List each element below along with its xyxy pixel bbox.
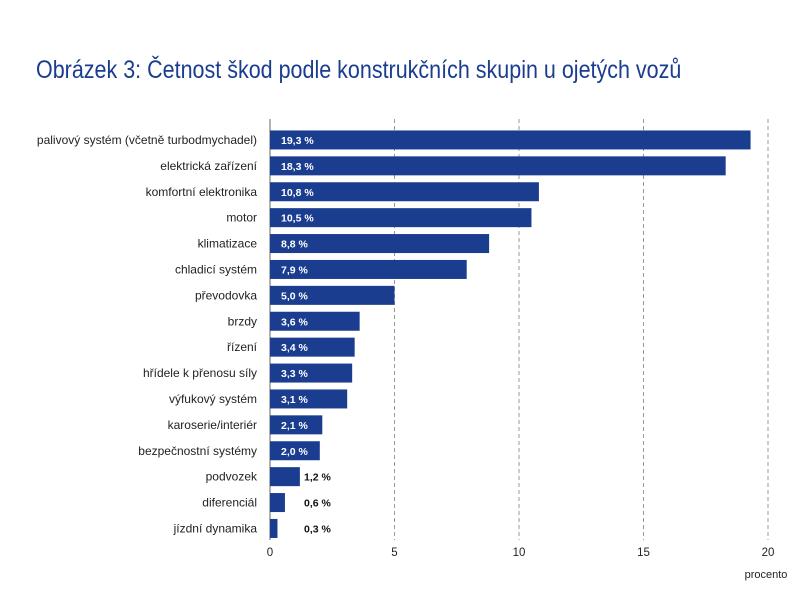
bar-4	[270, 234, 490, 254]
category-label-11: karoserie/interiér	[168, 418, 257, 432]
x-tick-label-15: 15	[637, 547, 650, 559]
category-label-12: bezpečnostní systémy	[138, 444, 257, 458]
data-label-3: 10,5 %	[281, 213, 314, 225]
category-label-4: klimatizace	[198, 237, 258, 251]
data-label-10: 3,1 %	[281, 394, 309, 406]
chart-title: Obrázek 3: Četnost škod podle konstrukčn…	[36, 56, 682, 84]
bar-14	[270, 493, 285, 513]
data-label-8: 3,4 %	[281, 342, 309, 354]
data-label-13: 1,2 %	[304, 472, 332, 484]
category-label-13: podvozek	[206, 470, 258, 484]
category-label-5: chladicí systém	[175, 262, 257, 276]
bar-13	[270, 467, 300, 487]
x-tick-label-0: 0	[267, 547, 273, 559]
bar-1	[270, 156, 726, 176]
bar-3	[270, 208, 532, 228]
data-label-9: 3,3 %	[281, 368, 309, 380]
data-label-6: 5,0 %	[281, 290, 309, 302]
category-label-9: hřídele k přenosu síly	[143, 366, 257, 380]
bar-5	[270, 259, 467, 279]
data-label-5: 7,9 %	[281, 264, 309, 276]
bar-6	[270, 285, 395, 305]
data-label-0: 19,3 %	[281, 135, 314, 147]
category-label-10: výfukový systém	[169, 392, 257, 406]
x-axis-label: procento	[745, 569, 788, 581]
x-tick-label-10: 10	[513, 547, 526, 559]
data-label-7: 3,6 %	[281, 316, 309, 328]
category-label-0: palivový systém (včetně turbodmychadel)	[37, 133, 257, 147]
x-tick-label-5: 5	[391, 547, 397, 559]
category-label-2: komfortní elektronika	[146, 185, 258, 199]
x-tick-label-20: 20	[762, 547, 775, 559]
bar-15	[270, 518, 278, 538]
category-label-3: motor	[226, 211, 257, 225]
category-label-6: převodovka	[195, 288, 257, 302]
data-label-12: 2,0 %	[281, 446, 309, 458]
bar-9	[270, 363, 353, 383]
bar-12	[270, 441, 320, 461]
category-label-7: brzdy	[228, 314, 257, 328]
category-label-1: elektrická zařízení	[160, 159, 257, 173]
category-label-15: jízdní dynamika	[173, 521, 258, 535]
category-label-14: diferenciál	[202, 496, 257, 510]
data-label-1: 18,3 %	[281, 161, 314, 173]
bar-7	[270, 311, 360, 331]
bar-11	[270, 415, 323, 435]
data-label-4: 8,8 %	[281, 239, 309, 251]
category-label-8: řízení	[227, 340, 258, 354]
bar-2	[270, 182, 539, 202]
bar-0	[270, 130, 751, 150]
data-label-14: 0,6 %	[304, 498, 332, 510]
data-label-2: 10,8 %	[281, 187, 314, 199]
bar-8	[270, 337, 355, 357]
bar-10	[270, 389, 348, 409]
data-label-11: 2,1 %	[281, 420, 309, 432]
data-label-15: 0,3 %	[304, 523, 332, 535]
